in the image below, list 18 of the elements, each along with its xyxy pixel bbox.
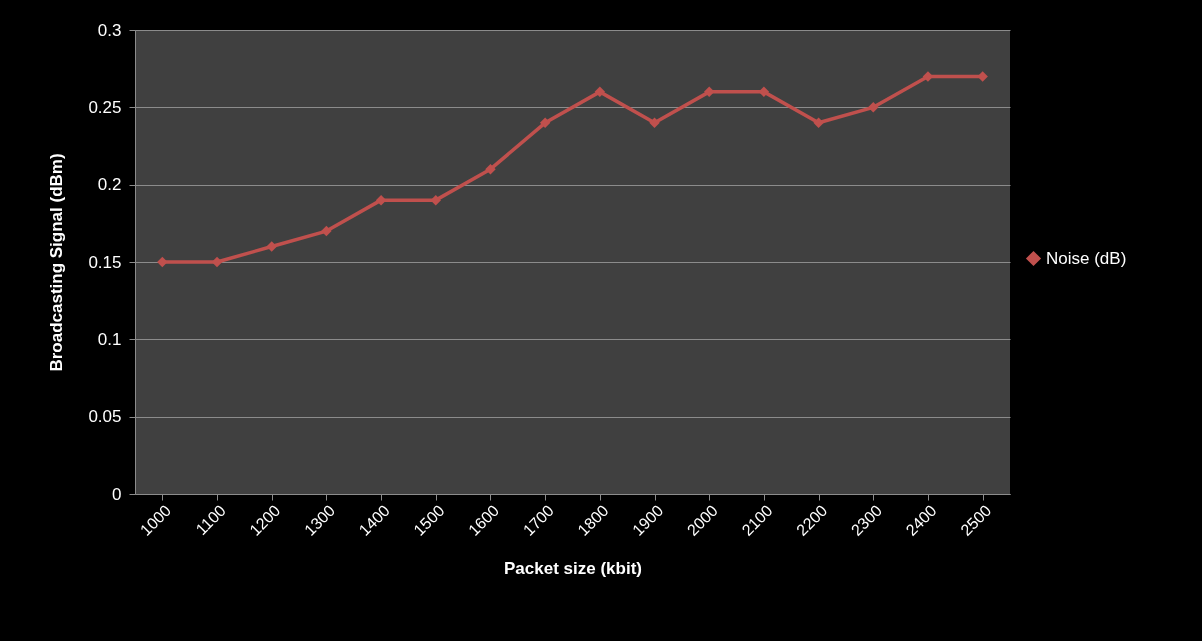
- point: [266, 241, 277, 252]
- x-axis-title: Packet size (kbit): [504, 558, 642, 578]
- y-tick-label: 0: [112, 484, 122, 504]
- y-tick-label: 0.3: [97, 20, 122, 40]
- y-axis-title: Broadcasting Signal (dBm): [47, 153, 67, 372]
- point: [539, 117, 551, 129]
- y-tick-label: 0.25: [88, 97, 122, 117]
- point: [868, 102, 879, 113]
- y-tick-label: 0.2: [97, 175, 122, 195]
- point: [321, 225, 332, 237]
- y-tick-label: 0.15: [88, 252, 122, 272]
- point: [594, 86, 606, 98]
- y-tick-label: 0.1: [97, 329, 122, 349]
- point: [813, 117, 824, 129]
- point: [485, 163, 496, 175]
- legend-label: Noise (dB): [1046, 248, 1127, 268]
- y-tick-label: 0.05: [88, 407, 122, 427]
- point: [649, 117, 660, 129]
